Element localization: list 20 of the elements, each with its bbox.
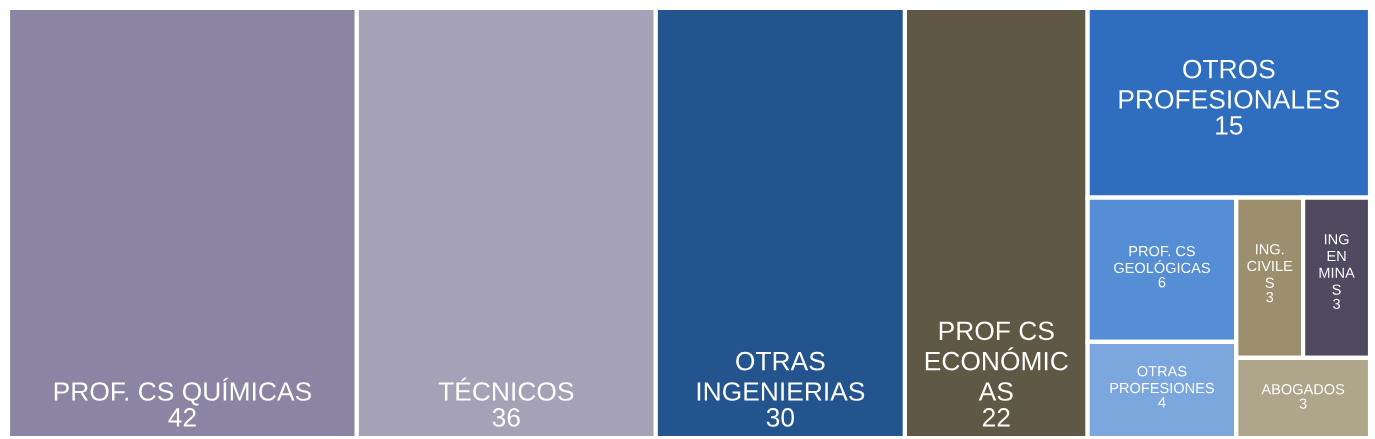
category-label: PROF. CS GEOLÓGICAS [1114, 245, 1210, 274]
category-label: ING. CIVILE S [1247, 244, 1293, 288]
category-label: TÉCNICOS [438, 377, 574, 401]
category-label: OTRAS INGENIERIAS [697, 351, 865, 401]
data-label: 42 [168, 408, 196, 427]
category-label: ING EN MINA S [1319, 234, 1355, 295]
category-label: PROF. CS QUÍMICAS [54, 377, 311, 406]
data-label: 3 [1299, 398, 1307, 409]
data-label: 22 [982, 408, 1010, 427]
data-label: 3 [1333, 298, 1340, 310]
category-label: ABOGADOS [1261, 384, 1345, 395]
data-label: 6 [1158, 277, 1166, 288]
data-label: 4 [1158, 397, 1166, 408]
category-label: PROF CS ECONÓMIC AS [925, 321, 1068, 401]
data-label: 36 [492, 408, 520, 427]
data-label: 15 [1216, 116, 1243, 135]
category-label: OTRAS PROFESIONES [1110, 366, 1214, 394]
data-label: 3 [1266, 291, 1274, 303]
data-label: 30 [766, 408, 794, 427]
category-label: OTROS PROFESIONALES [1119, 59, 1340, 109]
